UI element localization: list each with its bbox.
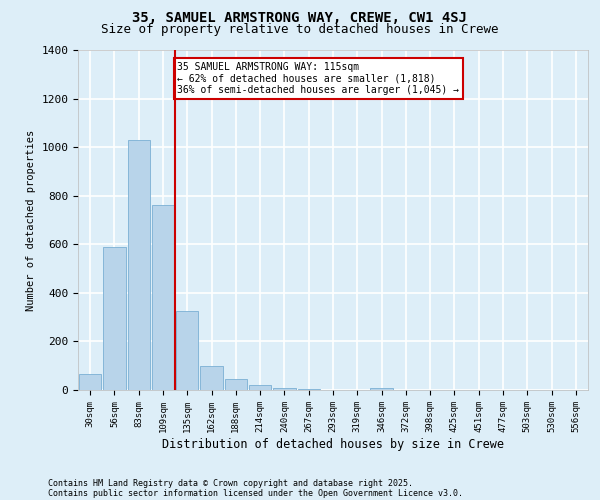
Y-axis label: Number of detached properties: Number of detached properties: [26, 130, 36, 310]
Bar: [298, 389, 320, 390]
Text: Contains HM Land Registry data © Crown copyright and database right 2025.: Contains HM Land Registry data © Crown c…: [48, 478, 413, 488]
Bar: [152, 206, 174, 390]
Bar: [79, 374, 101, 390]
Bar: [128, 140, 150, 390]
Text: 35, SAMUEL ARMSTRONG WAY, CREWE, CW1 4SJ: 35, SAMUEL ARMSTRONG WAY, CREWE, CW1 4SJ: [133, 11, 467, 25]
Bar: [176, 311, 199, 390]
Bar: [370, 388, 393, 390]
Text: Size of property relative to detached houses in Crewe: Size of property relative to detached ho…: [101, 22, 499, 36]
Bar: [273, 388, 296, 390]
Text: Contains public sector information licensed under the Open Government Licence v3: Contains public sector information licen…: [48, 488, 463, 498]
Bar: [200, 366, 223, 390]
Bar: [103, 246, 125, 390]
X-axis label: Distribution of detached houses by size in Crewe: Distribution of detached houses by size …: [162, 438, 504, 450]
Text: 35 SAMUEL ARMSTRONG WAY: 115sqm
← 62% of detached houses are smaller (1,818)
36%: 35 SAMUEL ARMSTRONG WAY: 115sqm ← 62% of…: [178, 62, 460, 95]
Bar: [224, 379, 247, 390]
Bar: [249, 385, 271, 390]
